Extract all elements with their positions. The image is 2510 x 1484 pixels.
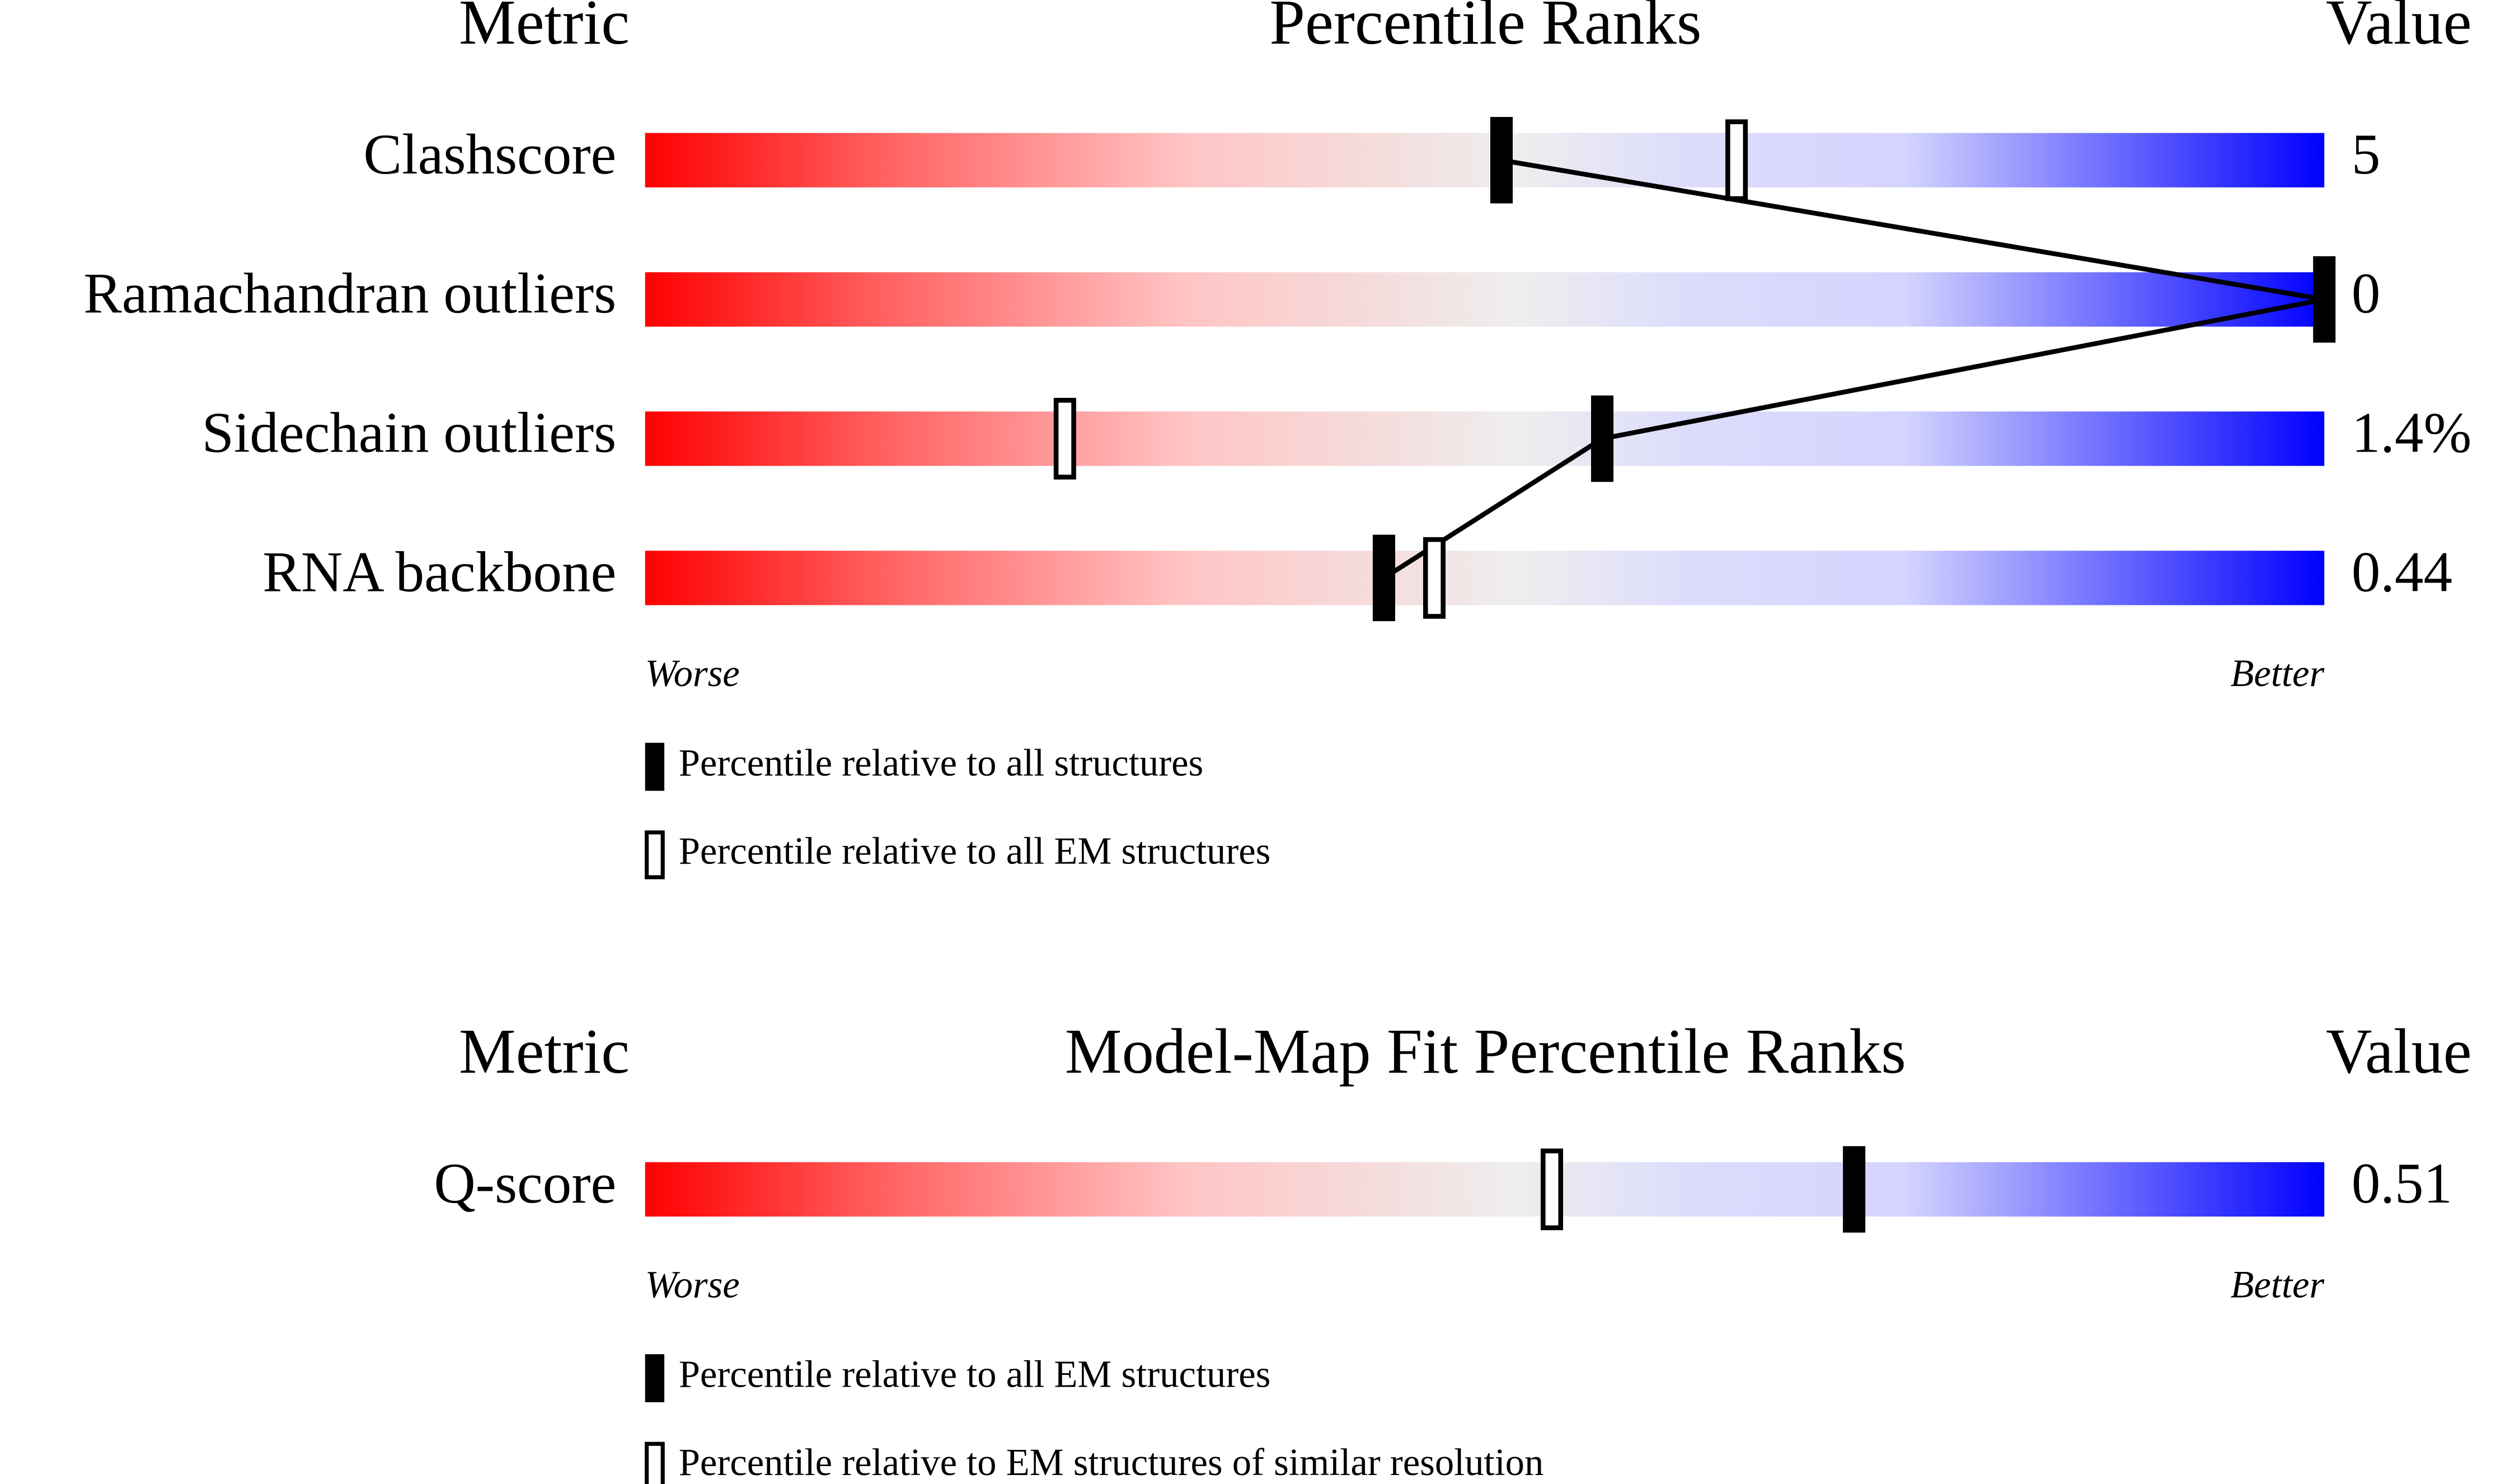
metric-label: Clashscore	[363, 123, 616, 186]
slider-bar	[645, 272, 2325, 327]
chart-title: Percentile Ranks	[1269, 0, 1701, 58]
header-metric: Metric	[459, 0, 630, 58]
axis-left-label: Worse	[645, 1264, 740, 1306]
percentile-marker-hollow	[1540, 1148, 1563, 1231]
axis-left-label: Worse	[645, 652, 740, 694]
axis-right-label: Better	[2231, 1264, 2325, 1306]
legend-label: Percentile relative to all EM structures	[679, 829, 1271, 872]
percentile-marker-hollow	[1053, 398, 1076, 480]
metric-value: 0.44	[2352, 540, 2452, 604]
legend-marker-hollow	[644, 1441, 665, 1484]
header-value: Value	[2326, 1016, 2472, 1087]
legend-marker-filled	[645, 743, 665, 791]
metric-label: Sidechain outliers	[202, 401, 617, 465]
metric-label: Q-score	[434, 1152, 616, 1215]
slider-bar	[645, 1162, 2325, 1217]
percentile-marker-hollow	[1423, 537, 1446, 619]
metric-value: 0.51	[2352, 1152, 2452, 1215]
slider-bar	[645, 133, 2325, 187]
legend-marker-hollow	[644, 830, 665, 880]
percentile-marker-filled	[1372, 534, 1395, 622]
connector-line	[1382, 158, 2325, 580]
legend-label: Percentile relative to all structures	[679, 741, 1204, 784]
legend-marker-filled	[645, 1354, 665, 1402]
axis-right-label: Better	[2231, 652, 2325, 694]
metric-value: 5	[2352, 123, 2380, 186]
percentile-marker-hollow	[1725, 119, 1748, 201]
percentile-marker-filled	[2313, 256, 2336, 343]
metric-label: Ramachandran outliers	[83, 262, 616, 326]
slider-bar	[645, 411, 2325, 466]
metric-value: 0	[2352, 262, 2380, 326]
metric-value: 1.4%	[2352, 401, 2472, 465]
percentile-marker-filled	[1591, 395, 1614, 482]
header-value: Value	[2326, 0, 2472, 58]
metric-label: RNA backbone	[262, 540, 616, 604]
percentile-marker-filled	[1843, 1146, 1866, 1233]
slider-bar	[645, 551, 2325, 605]
chart-title: Model-Map Fit Percentile Ranks	[1065, 1016, 1906, 1087]
legend-label: Percentile relative to all EM structures	[679, 1353, 1271, 1396]
percentile-marker-filled	[1490, 117, 1513, 204]
legend-label: Percentile relative to EM structures of …	[679, 1441, 1544, 1483]
header-metric: Metric	[459, 1016, 630, 1087]
